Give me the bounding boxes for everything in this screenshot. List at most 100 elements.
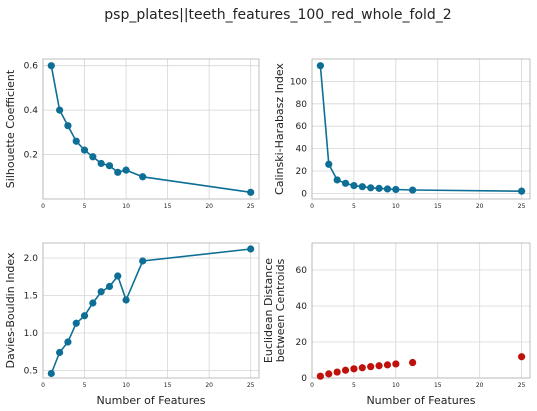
data-point xyxy=(383,361,392,369)
x-tick-label: 10 xyxy=(122,382,130,389)
x-tick-label: 25 xyxy=(518,203,526,210)
data-point xyxy=(358,183,366,191)
data-point xyxy=(89,153,97,161)
y-tick-label: 1.0 xyxy=(24,329,39,339)
data-point xyxy=(139,257,147,265)
y-axis-label: Calinski-Harabasz Index xyxy=(273,63,286,195)
data-point xyxy=(333,368,341,376)
y-tick-label: 2.0 xyxy=(24,254,39,264)
plot-frame xyxy=(311,58,531,200)
y-tick-label: 1.5 xyxy=(24,292,38,302)
y-tick-label: 60 xyxy=(296,266,308,276)
x-tick-label: 0 xyxy=(41,382,45,389)
data-point xyxy=(333,176,341,184)
data-point xyxy=(105,282,114,291)
y-tick-label: 0.4 xyxy=(24,106,39,116)
x-tick-label: 25 xyxy=(518,382,526,389)
data-point xyxy=(47,369,55,378)
x-tick-label: 15 xyxy=(434,203,442,210)
y-axis-label: between Centroids xyxy=(274,258,287,362)
data-point xyxy=(97,159,105,168)
x-tick-label: 25 xyxy=(247,203,255,210)
x-tick-label: 20 xyxy=(205,382,213,389)
x-axis-label: Number of Features xyxy=(366,394,475,407)
plot-frame xyxy=(42,58,260,200)
data-point xyxy=(518,187,526,195)
plot-area xyxy=(312,243,530,378)
data-point xyxy=(367,184,375,192)
data-point xyxy=(350,365,358,373)
plot-area xyxy=(43,59,259,199)
data-point xyxy=(56,106,64,114)
data-point xyxy=(409,358,417,367)
data-point xyxy=(105,162,114,170)
y-tick-label: 0.2 xyxy=(24,151,38,161)
data-point xyxy=(72,319,80,327)
data-point xyxy=(375,362,383,370)
x-tick-label: 20 xyxy=(476,203,484,210)
data-point xyxy=(64,338,72,346)
data-point xyxy=(80,312,89,320)
x-tick-label: 0 xyxy=(310,203,314,210)
y-tick-label: 0.6 xyxy=(24,62,39,72)
chart-panel-3: 0 5 10 15 20 25 0.5 1.0 1.5 2.0 Davies-Bouldin Ind… xyxy=(4,242,260,407)
data-point xyxy=(47,62,55,70)
y-tick-label: 40 xyxy=(296,145,308,155)
data-point xyxy=(375,184,383,192)
y-tick-label: 0 xyxy=(301,374,307,384)
data-point xyxy=(358,364,366,372)
x-tick-label: 10 xyxy=(392,382,400,389)
data-point xyxy=(316,372,324,380)
chart-panel-4: 0 5 10 15 20 25 0 20 40 60 Euclidean Distance betwe… xyxy=(262,242,531,407)
y-tick-label: 40 xyxy=(296,302,308,312)
x-tick-label: 5 xyxy=(83,203,87,210)
x-tick-label: 0 xyxy=(41,203,45,210)
x-tick-label: 25 xyxy=(247,382,255,389)
data-point xyxy=(97,288,105,296)
y-tick-label: 100 xyxy=(290,77,307,87)
x-tick-label: 0 xyxy=(310,382,314,389)
y-tick-label: 20 xyxy=(296,338,308,348)
chart-panel-1: 0 5 10 15 20 25 0.2 0.4 0.6 Silhouette Coefficien… xyxy=(4,58,260,210)
data-point xyxy=(56,348,64,357)
data-point xyxy=(325,160,333,168)
x-axis-label: Number of Features xyxy=(96,394,205,407)
x-tick-label: 20 xyxy=(205,203,213,210)
data-point xyxy=(139,173,147,181)
data-point xyxy=(114,168,122,176)
y-tick-label: 80 xyxy=(296,100,308,110)
data-point xyxy=(518,353,526,361)
data-point xyxy=(409,186,417,194)
plot-area xyxy=(312,59,530,199)
plot-area xyxy=(43,243,259,378)
data-point xyxy=(72,137,80,145)
y-tick-label: 60 xyxy=(296,122,308,132)
data-point xyxy=(316,62,324,70)
data-point xyxy=(89,299,97,307)
data-point xyxy=(64,122,72,130)
data-point xyxy=(247,188,255,196)
y-axis-label: Silhouette Coefficient xyxy=(4,69,17,188)
data-point xyxy=(392,185,400,194)
figure-title: psp_plates||teeth_features_100_red_whole… xyxy=(104,7,451,23)
plot-frame xyxy=(42,242,260,379)
x-tick-label: 10 xyxy=(392,203,400,210)
data-point xyxy=(341,366,350,374)
data-point xyxy=(392,360,400,368)
data-point xyxy=(122,296,130,304)
chart-panel-2: 0 5 10 15 20 25 0 20 40 60 80 100 Calinski-Harabasz … xyxy=(273,58,531,210)
data-point xyxy=(383,185,392,193)
y-axis-label: Euclidean Distance xyxy=(262,258,275,363)
data-point xyxy=(350,181,358,190)
data-point xyxy=(247,245,255,253)
x-tick-label: 5 xyxy=(83,382,87,389)
y-tick-label: 20 xyxy=(296,167,308,177)
x-tick-label: 10 xyxy=(122,203,130,210)
y-tick-label: 0 xyxy=(301,189,307,199)
x-tick-label: 15 xyxy=(164,203,172,210)
data-point xyxy=(325,370,333,378)
plot-frame xyxy=(311,242,531,379)
data-point xyxy=(114,272,122,280)
x-tick-label: 15 xyxy=(434,382,442,389)
